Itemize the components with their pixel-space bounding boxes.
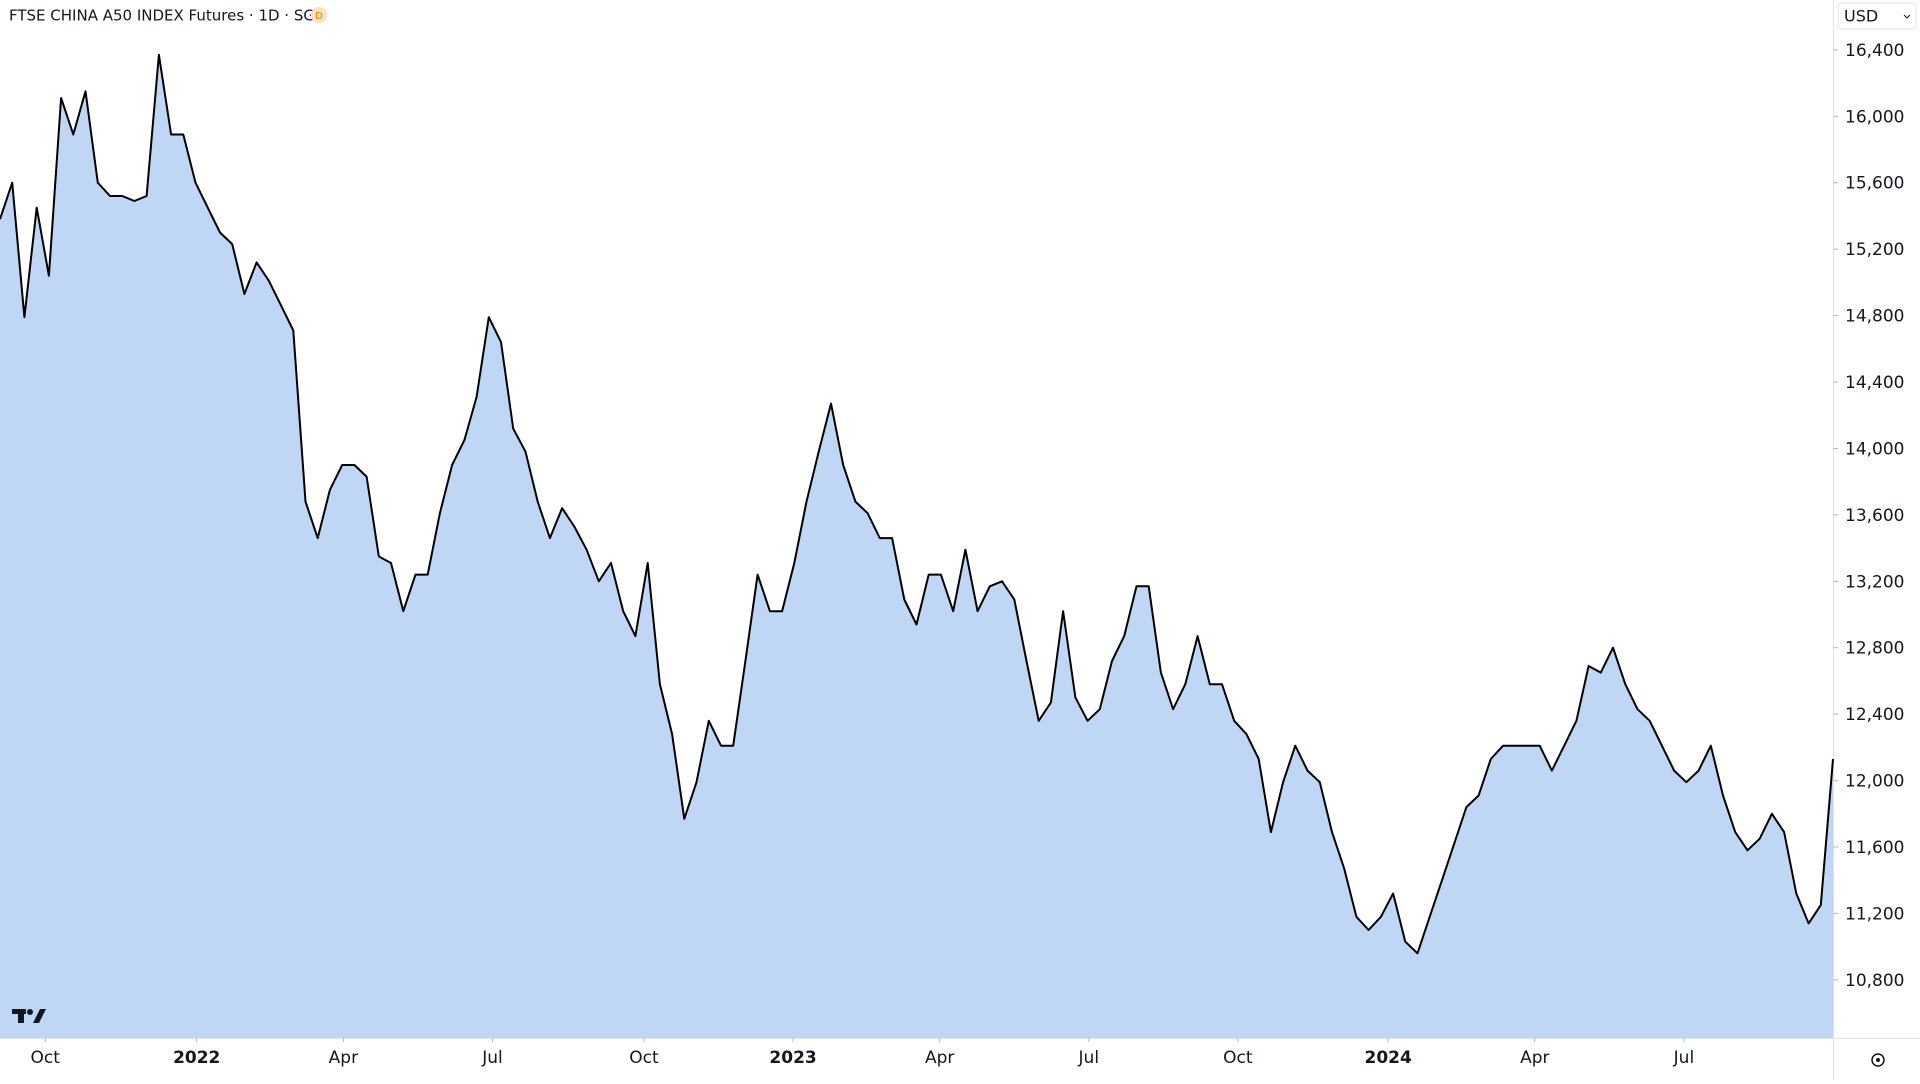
- settings-icon-center[interactable]: [1876, 1058, 1880, 1062]
- logo-part: [27, 1009, 33, 1015]
- chart-title: FTSE CHINA A50 INDEX Futures · 1D · SGX: [9, 7, 325, 25]
- x-tick-label: Jul: [1078, 1048, 1100, 1068]
- y-tick-label: 12,400: [1845, 705, 1904, 725]
- logo: [12, 1009, 46, 1023]
- y-tick-label: 11,600: [1845, 838, 1904, 858]
- area-fill: [0, 54, 1833, 1039]
- y-tick-label: 12,000: [1845, 772, 1904, 792]
- x-tick-label: 2023: [769, 1048, 816, 1068]
- x-tick-label: 2022: [173, 1048, 220, 1068]
- settings-icon[interactable]: [1871, 1053, 1885, 1067]
- y-tick-label: 13,200: [1845, 572, 1904, 592]
- y-tick-label: 16,400: [1845, 41, 1904, 61]
- x-tick-label: Apr: [925, 1048, 954, 1068]
- y-tick-label: 14,800: [1845, 307, 1904, 327]
- y-tick-label: 14,000: [1845, 439, 1904, 459]
- y-tick-label: 15,600: [1845, 174, 1904, 194]
- currency-box[interactable]: [1837, 2, 1917, 30]
- y-tick-label: 16,000: [1845, 107, 1904, 127]
- x-tick-label: 2024: [1365, 1048, 1412, 1068]
- x-tick-label: Jul: [481, 1048, 503, 1068]
- price-line: [0, 53, 1834, 955]
- logo-part: [33, 1009, 46, 1023]
- y-tick-label: 15,200: [1845, 240, 1904, 260]
- x-tick-label: Oct: [1223, 1048, 1253, 1068]
- currency-label[interactable]: USD: [1844, 7, 1878, 26]
- logo-part: [18, 1009, 24, 1023]
- y-tick-label: 14,400: [1845, 373, 1904, 393]
- dropdown-arrow[interactable]: [1903, 14, 1911, 19]
- currency-select[interactable]: USD: [1837, 2, 1917, 30]
- settings-button[interactable]: [1871, 1053, 1885, 1067]
- y-tick-label: 13,600: [1845, 506, 1904, 526]
- x-tick-label: Oct: [31, 1048, 61, 1068]
- x-tick-label: Jul: [1673, 1048, 1695, 1068]
- x-tick-label: Apr: [329, 1048, 358, 1068]
- y-tick-label: 12,800: [1845, 639, 1904, 659]
- series: [0, 53, 1834, 1039]
- badge-bg: [311, 7, 327, 23]
- y-tick-label: 11,200: [1845, 904, 1904, 924]
- y-tick-label: 10,800: [1845, 971, 1904, 991]
- badge: D: [315, 11, 323, 22]
- x-tick-label: Oct: [629, 1048, 659, 1068]
- x-tick-label: Apr: [1520, 1048, 1549, 1068]
